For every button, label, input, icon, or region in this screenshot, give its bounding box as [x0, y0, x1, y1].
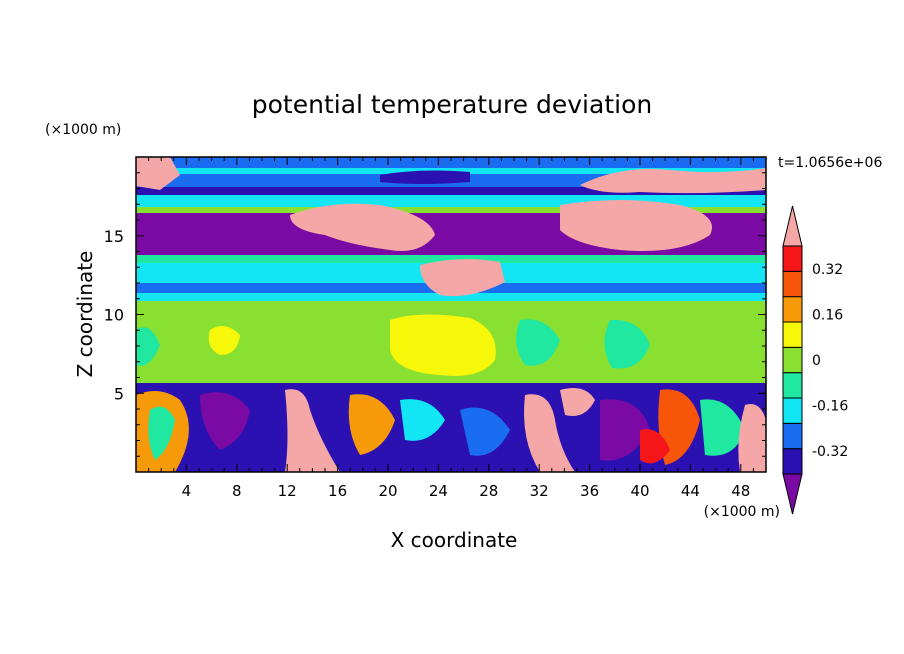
colorbar-segment — [782, 448, 803, 475]
colorbar-arrow-high — [782, 205, 803, 247]
teal-eddy — [700, 399, 745, 456]
y-axis-label: Z coordinate — [73, 251, 97, 378]
colorbar-segment — [782, 397, 803, 424]
red-plume — [658, 389, 700, 465]
cyan-eddy — [400, 399, 445, 441]
yellow-blob — [390, 314, 496, 376]
blue-eddy — [460, 407, 510, 456]
band-cyan-low — [136, 293, 766, 301]
x-axis-label: X coordinate — [391, 528, 518, 552]
y-tick-label: 5 — [114, 384, 124, 403]
pink-patch — [580, 168, 766, 194]
band-teal — [136, 255, 766, 263]
x-tick-label: 12 — [278, 482, 297, 500]
x-tick-label: 48 — [731, 482, 750, 500]
navy-patch — [380, 170, 470, 184]
band-navy — [136, 187, 766, 195]
band-green-thin — [136, 207, 766, 213]
colorbar-segment — [782, 422, 803, 450]
purple-eddy — [600, 399, 650, 461]
teal-patch — [136, 327, 160, 366]
y-unit-label: (×1000 m) — [45, 122, 121, 138]
x-tick-label: 24 — [429, 482, 448, 500]
x-tick-label: 44 — [681, 482, 700, 500]
chart-title: potential temperature deviation — [252, 90, 652, 119]
teal-plume — [148, 406, 175, 460]
x-tick-label: 36 — [580, 482, 599, 500]
colorbar: 0.32 0.16 0 -0.16 -0.32 — [782, 205, 848, 515]
x-tick-label: 4 — [182, 482, 192, 500]
colorbar-segment — [782, 296, 803, 323]
time-label: t=1.0656e+06 — [778, 155, 882, 171]
pink-blob — [560, 200, 712, 251]
x-tick-label: 32 — [530, 482, 549, 500]
orange-eddy — [348, 394, 395, 455]
x-tick-label: 28 — [479, 482, 498, 500]
pink-patch — [136, 157, 180, 190]
pink-blob — [560, 387, 595, 416]
x-tick-label: 8 — [232, 482, 242, 500]
x-tick-label: 16 — [328, 482, 347, 500]
teal-patch — [604, 319, 650, 369]
pink-blob — [290, 203, 435, 251]
colorbar-segment — [782, 321, 803, 348]
colorbar-label: 0.16 — [812, 307, 843, 323]
red-eddy — [640, 429, 670, 464]
colorbar-segment — [782, 270, 803, 298]
x-tick-label: 40 — [630, 482, 649, 500]
colorbar-segment — [782, 346, 803, 374]
y-tick-label: 10 — [104, 306, 124, 325]
y-axis: 5 10 15 — [104, 172, 766, 457]
colorbar-segment — [782, 372, 803, 399]
pink-blob — [420, 259, 505, 297]
x-unit-label: (×1000 m) — [704, 504, 780, 520]
pink-plume — [524, 394, 575, 472]
pink-plume — [738, 404, 766, 472]
colorbar-segment — [782, 245, 803, 272]
heatmap-field — [136, 157, 766, 472]
colorbar-label: -0.16 — [812, 399, 848, 415]
x-tick-label: 20 — [378, 482, 397, 500]
colorbar-arrow-low — [782, 473, 803, 515]
colorbar-label: -0.32 — [812, 444, 848, 460]
teal-patch — [516, 319, 560, 366]
x-axis: 4 8 12 16 20 24 28 32 36 40 44 48 — [148, 157, 754, 500]
colorbar-label: 0 — [812, 353, 821, 369]
yellow-blob — [208, 326, 240, 355]
y-tick-label: 15 — [104, 227, 124, 246]
pink-plume — [285, 389, 340, 472]
colorbar-label: 0.32 — [812, 262, 843, 278]
purple-eddy — [200, 392, 250, 450]
